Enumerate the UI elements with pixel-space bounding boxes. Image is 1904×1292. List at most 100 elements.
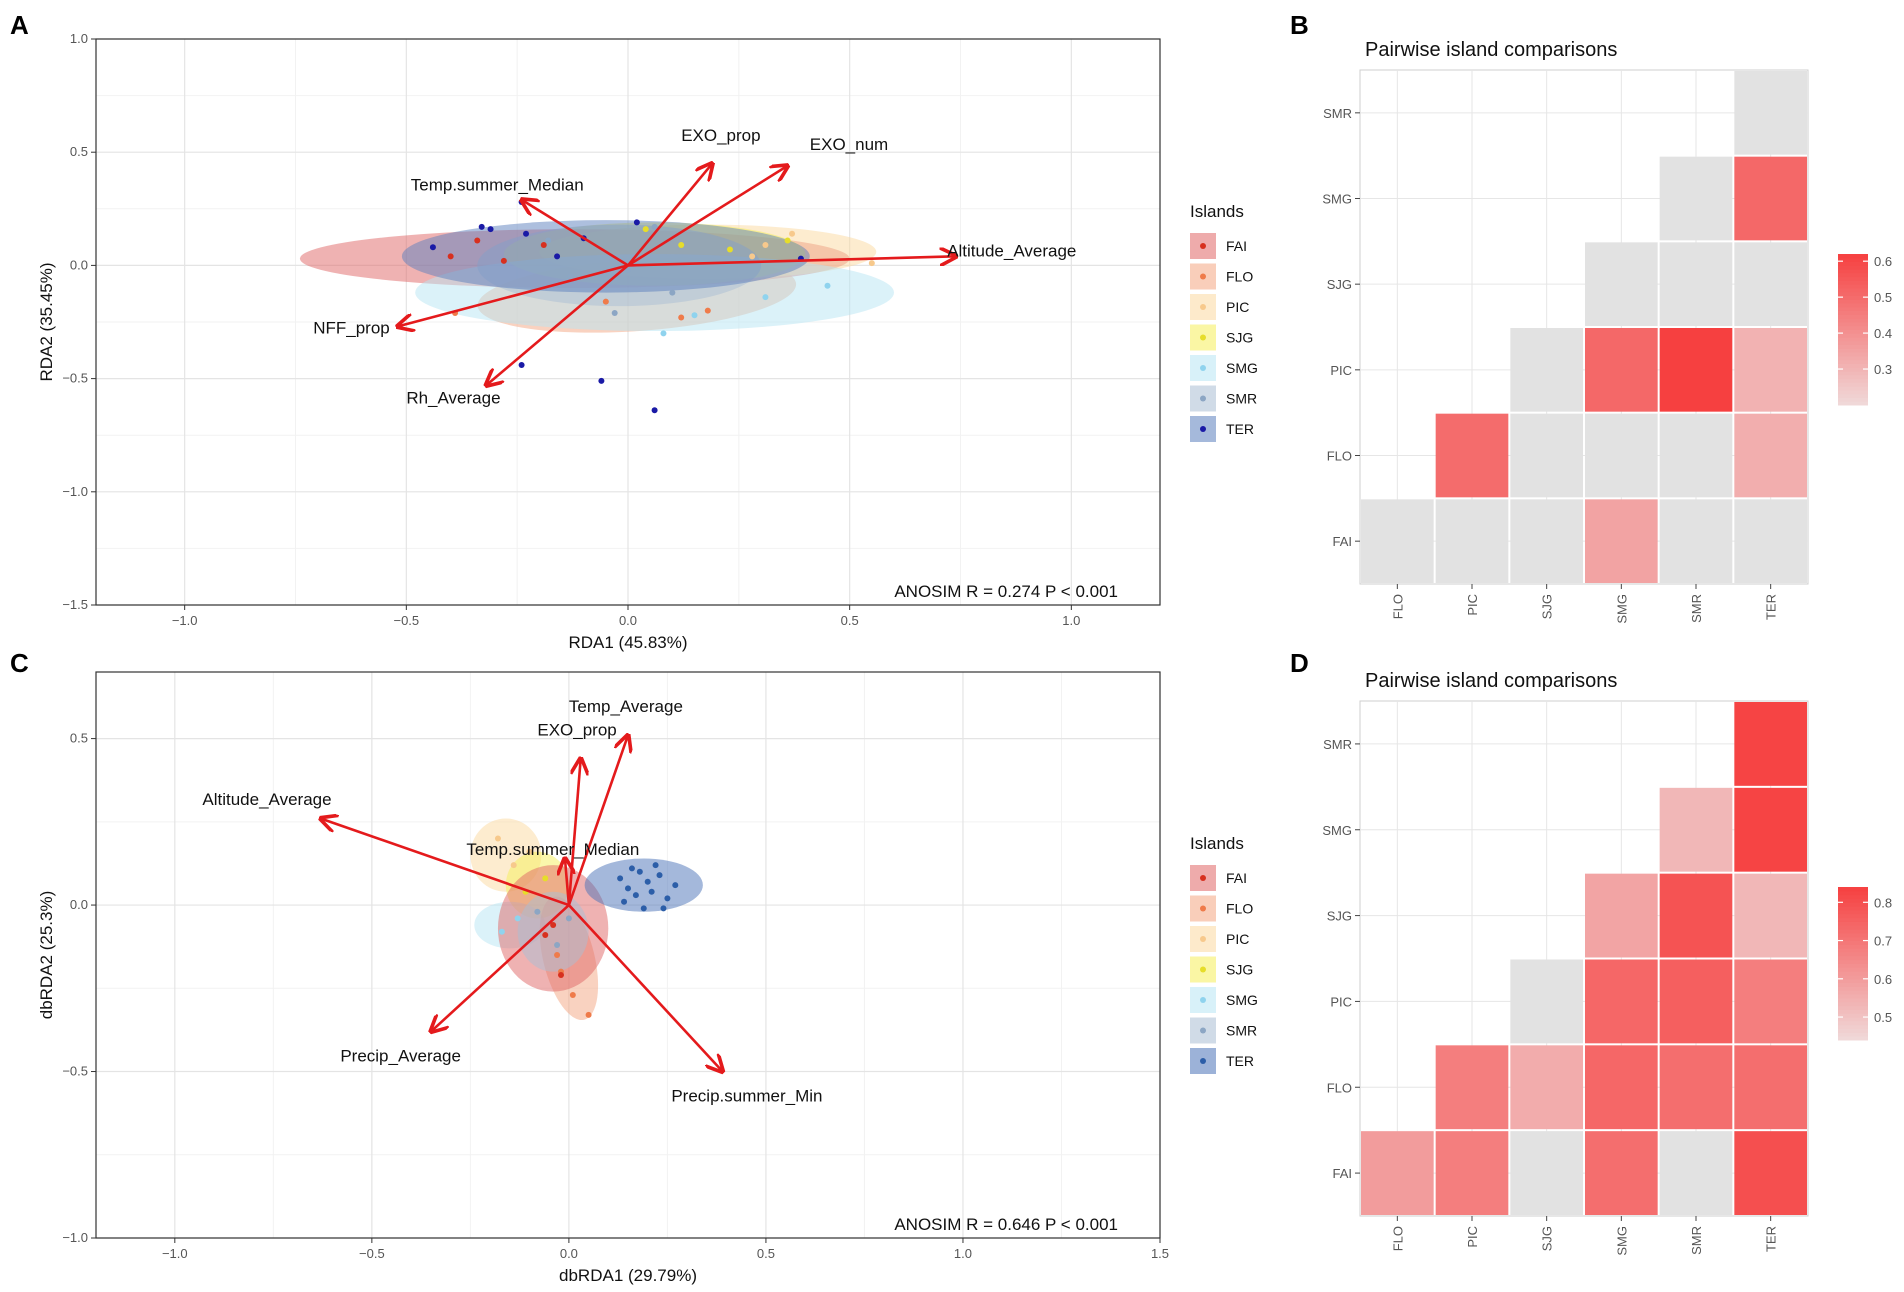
- legend-key-dot: [1200, 365, 1206, 371]
- x-tick-label: 0.0: [560, 1246, 578, 1261]
- colorbar-step: [1838, 284, 1868, 289]
- heatmap-title: Pairwise island comparisons: [1365, 670, 1617, 692]
- point-flo: [704, 307, 711, 314]
- heatmap-cell: [1659, 156, 1733, 241]
- heatmap-cell: [1361, 499, 1434, 583]
- y-tick-label: 0.0: [70, 897, 88, 912]
- point-sjg: [642, 226, 649, 233]
- arrow-exo-prop: [567, 759, 581, 906]
- heatmap-cell: [1585, 1045, 1658, 1130]
- colorbar-step: [1838, 974, 1868, 980]
- colorbar-step: [1838, 401, 1868, 406]
- point-smr: [545, 237, 552, 244]
- y-axis-title: RDA2 (35.45%): [37, 262, 56, 381]
- point-pic: [494, 835, 501, 842]
- point-ter: [621, 898, 628, 905]
- colorbar-step: [1838, 917, 1868, 922]
- colorbar-step: [1838, 978, 1868, 984]
- heatmap-y-label: SMG: [1322, 823, 1352, 838]
- ellipse-ter: [584, 858, 703, 912]
- colorbar-step: [1838, 337, 1868, 342]
- colorbar-tick-label: 0.7: [1874, 934, 1892, 949]
- legend-key-dot: [1200, 243, 1206, 249]
- point-pic: [526, 848, 533, 855]
- arrow-exo-prop: [626, 164, 712, 267]
- heatmap-cell: [1659, 873, 1733, 958]
- colorbar-step: [1838, 1001, 1868, 1007]
- legend-label: SMG: [1226, 360, 1258, 376]
- point-ter: [640, 905, 647, 912]
- colorbar-tick-label: 0.3: [1874, 362, 1892, 377]
- colorbar-step: [1838, 1036, 1868, 1041]
- colorbar-step: [1838, 952, 1868, 957]
- point-flo: [678, 314, 685, 321]
- x-axis-title: dbRDA1 (29.79%): [559, 1266, 697, 1285]
- point-ter: [651, 407, 658, 414]
- heatmap-panel-b: Pairwise island comparisons FLO PIC SJG SMG S…: [1322, 39, 1892, 624]
- heatmap-cell: [1585, 499, 1658, 583]
- colorbar-step: [1838, 382, 1868, 387]
- colorbar-step: [1838, 887, 1868, 892]
- point-ter: [523, 230, 530, 237]
- arrow-label: EXO_num: [810, 135, 888, 154]
- legend-key-dot: [1200, 905, 1206, 912]
- heatmap-cell: [1734, 242, 1807, 326]
- heatmap-x-label: SMR: [1689, 1226, 1704, 1255]
- point-fai: [558, 971, 565, 978]
- colorbar-step: [1838, 318, 1868, 323]
- point-smg: [824, 282, 831, 289]
- legend-label: TER: [1226, 1053, 1254, 1069]
- legend-label: FLO: [1226, 901, 1253, 917]
- anosim-annotation: ANOSIM R = 0.646 P < 0.001: [894, 1215, 1118, 1234]
- heatmap-x-label: SMG: [1614, 1226, 1629, 1256]
- point-smr: [651, 223, 658, 230]
- colorbar-step: [1838, 272, 1868, 278]
- colorbar-step: [1838, 287, 1868, 293]
- arrow-label: Altitude_Average: [947, 241, 1076, 260]
- point-sjg: [678, 242, 685, 249]
- colorbar-step: [1838, 269, 1868, 274]
- point-ter: [664, 895, 671, 902]
- point-ter: [598, 377, 605, 384]
- heatmap-cell: [1585, 328, 1658, 412]
- colorbar-step: [1838, 325, 1868, 330]
- y-tick-label: −1.0: [62, 484, 88, 499]
- colorbar-step: [1838, 890, 1868, 896]
- y-tick-label: −1.5: [62, 597, 88, 612]
- heatmap-cell: [1510, 959, 1583, 1044]
- arrow-label: Rh_Average: [406, 389, 500, 408]
- heatmap-cell: [1585, 873, 1658, 958]
- colorbar-step: [1838, 982, 1868, 987]
- point-ter: [628, 865, 635, 872]
- heatmap-cell: [1734, 702, 1807, 786]
- legend-key-dot: [1200, 936, 1206, 942]
- legend-key-dot: [1200, 1027, 1206, 1034]
- legend-key-dot: [1200, 395, 1206, 402]
- colorbar-step: [1838, 257, 1868, 263]
- point-fai: [550, 922, 557, 929]
- x-axis-title: RDA1 (45.83%): [568, 633, 687, 652]
- y-tick-label: 0.5: [70, 731, 88, 746]
- point-ter: [518, 362, 525, 369]
- colorbar-step: [1838, 932, 1868, 938]
- colorbar-step: [1838, 363, 1868, 368]
- heatmap-x-label: SMR: [1689, 594, 1704, 623]
- arrow-label: Precip.summer_Min: [671, 1086, 822, 1105]
- y-tick-label: 0.0: [70, 257, 88, 272]
- heatmap-cell: [1734, 959, 1807, 1044]
- heatmap-cell: [1435, 413, 1509, 498]
- point-pic: [749, 253, 756, 260]
- heatmap-x-label: TER: [1764, 1226, 1779, 1252]
- x-tick-label: 0.5: [757, 1246, 775, 1261]
- y-tick-label: −0.5: [62, 1064, 88, 1079]
- heatmap-cell: [1510, 499, 1583, 583]
- dbrda-biplot-panel: Temp_Average EXO_prop Altitude_Average Temp…: [37, 671, 1258, 1285]
- arrow-label: Altitude_Average: [202, 790, 331, 809]
- point-smr: [611, 309, 618, 316]
- colorbar-step: [1838, 348, 1868, 353]
- heatmap-cell: [1585, 242, 1658, 326]
- arrow-label: Temp_Average: [569, 697, 683, 716]
- colorbar-step: [1838, 367, 1868, 372]
- point-ter: [660, 905, 667, 912]
